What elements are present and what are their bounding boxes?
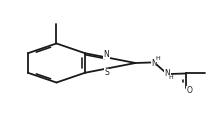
Text: N: N (164, 69, 170, 78)
Text: N: N (151, 58, 157, 68)
Text: S: S (104, 68, 109, 77)
Text: H: H (169, 75, 174, 80)
Text: O: O (187, 86, 192, 95)
Text: N: N (104, 50, 109, 59)
Text: H: H (155, 56, 160, 61)
